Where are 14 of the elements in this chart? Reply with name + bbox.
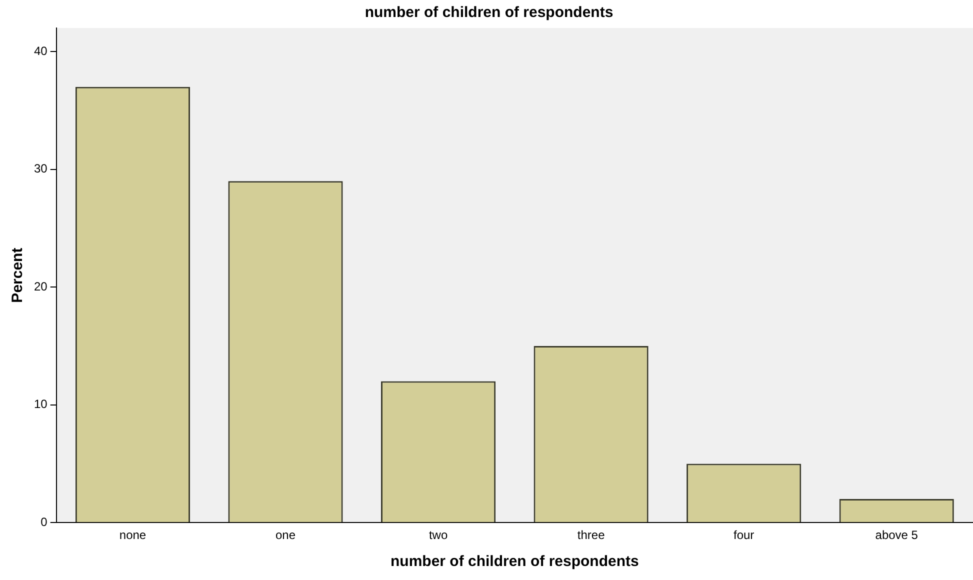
x-tick-label: three — [577, 528, 606, 542]
x-tick-label: four — [733, 528, 754, 542]
y-tick-label: 0 — [40, 514, 48, 529]
y-tick-label: 10 — [34, 397, 48, 412]
x-tick-label: two — [428, 528, 448, 542]
x-tick-label: above 5 — [875, 528, 918, 542]
x-axis-title: number of children of respondents — [390, 553, 639, 570]
y-tick-label: 30 — [34, 162, 48, 176]
chart-title: number of children of respondents — [364, 4, 614, 22]
y-tick-label: 40 — [34, 44, 48, 58]
y-tick-label: 20 — [34, 279, 48, 294]
x-tick-label: none — [119, 528, 146, 542]
y-axis-title: Percent — [9, 248, 26, 303]
x-tick-label: one — [275, 528, 296, 542]
